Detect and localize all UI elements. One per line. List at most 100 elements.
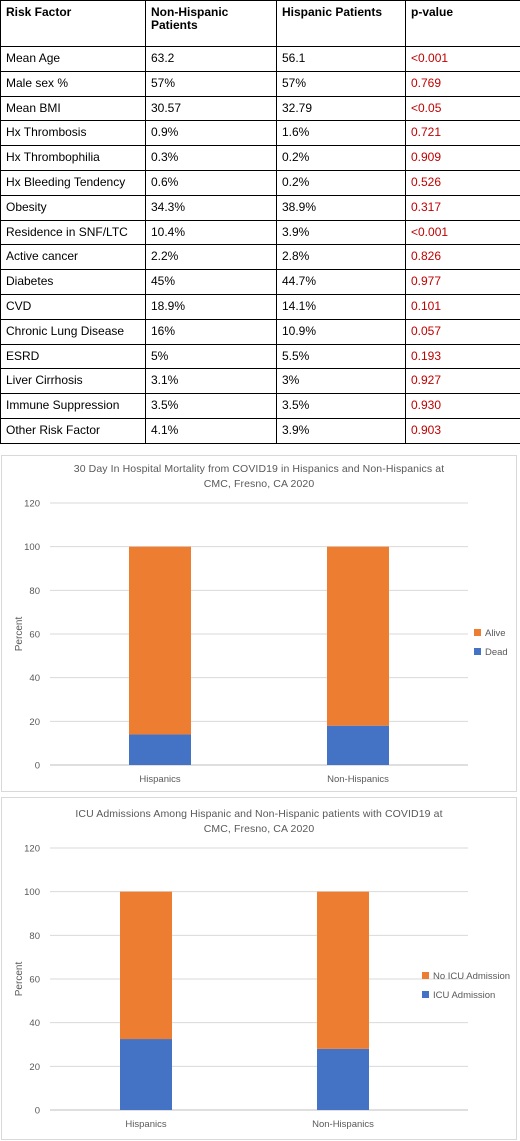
cell-p-value: 0.193 (405, 343, 520, 370)
icu-chart-panel: ICU Admissions Among Hispanic and Non-Hi… (1, 797, 517, 1140)
cell-non-hispanic: 3.5% (145, 393, 277, 419)
cell-non-hispanic: 57% (145, 70, 277, 97)
cell-hispanic: 3.9% (276, 219, 406, 246)
cell-p-value: 0.317 (405, 194, 520, 221)
cell-non-hispanic: 10.4% (145, 219, 277, 246)
y-tick-label: 20 (29, 1062, 40, 1073)
cell-hispanic: 14.1% (276, 293, 406, 320)
table-body: Mean Age 63.2 56.1 <0.001 Male sex % 57% 57% 0.… (0, 46, 520, 444)
cell-risk-factor: Mean Age (0, 46, 146, 72)
legend-label: ICU Admission (433, 990, 495, 1001)
cell-risk-factor: Hx Thrombosis (0, 120, 146, 147)
cell-p-value: 0.909 (405, 145, 520, 171)
table-row: Hx Thrombosis 0.9% 1.6% 0.721 (0, 120, 520, 147)
header-p-value: p-value (405, 0, 520, 47)
table-row: Liver Cirrhosis 3.1% 3% 0.927 (0, 368, 520, 395)
cell-risk-factor: Residence in SNF/LTC (0, 219, 146, 246)
mortality-chart: 30 Day In Hospital Mortality from COVID1… (14, 463, 508, 785)
cell-non-hispanic: 0.3% (145, 145, 277, 171)
cell-risk-factor: Diabetes (0, 269, 146, 295)
header-hispanic: Hispanic Patients (276, 0, 406, 47)
cell-risk-factor: Hx Thrombophilia (0, 145, 146, 171)
cell-risk-factor: Immune Suppression (0, 393, 146, 419)
cell-risk-factor: ESRD (0, 343, 146, 370)
cell-non-hispanic: 0.6% (145, 169, 277, 196)
chart-title-line: CMC, Fresno, CA 2020 (204, 478, 315, 490)
legend-label: No ICU Admission (433, 971, 510, 982)
cell-p-value: 0.769 (405, 70, 520, 97)
y-tick-label: 40 (29, 673, 40, 684)
cell-hispanic: 0.2% (276, 169, 406, 196)
cell-non-hispanic: 16% (145, 318, 277, 345)
cell-risk-factor: Mean BMI (0, 95, 146, 122)
cell-p-value: 0.526 (405, 169, 520, 196)
cell-p-value: 0.977 (405, 269, 520, 295)
cell-p-value: 0.721 (405, 120, 520, 147)
cell-non-hispanic: 4.1% (145, 417, 277, 444)
cell-non-hispanic: 3.1% (145, 368, 277, 395)
table-row: Male sex % 57% 57% 0.769 (0, 70, 520, 97)
cell-non-hispanic: 5% (145, 343, 277, 370)
cell-p-value: 0.101 (405, 293, 520, 320)
cell-hispanic: 56.1 (276, 46, 406, 72)
cell-risk-factor: Hx Bleeding Tendency (0, 169, 146, 196)
table-row: Hx Thrombophilia 0.3% 0.2% 0.909 (0, 145, 520, 171)
bar-icu-admission (317, 1048, 369, 1110)
y-tick-label: 40 (29, 1018, 40, 1029)
x-category-label: Hispanics (125, 1119, 166, 1130)
bar-no-icu-admission (317, 891, 369, 1049)
cell-hispanic: 0.2% (276, 145, 406, 171)
risk-factor-table: Risk Factor Non-Hispanic Patients Hispan… (0, 0, 520, 444)
cell-non-hispanic: 45% (145, 269, 277, 295)
cell-non-hispanic: 63.2 (145, 46, 277, 72)
cell-p-value: 0.903 (405, 417, 520, 444)
icu-chart: ICU Admissions Among Hispanic and Non-Hi… (14, 808, 510, 1130)
header-risk-factor: Risk Factor (0, 0, 146, 47)
legend-swatch (422, 991, 429, 998)
bar-no-icu-admission (120, 891, 172, 1040)
cell-non-hispanic: 34.3% (145, 194, 277, 221)
table-row: Active cancer 2.2% 2.8% 0.826 (0, 244, 520, 271)
legend-swatch (474, 629, 481, 636)
legend-swatch (474, 648, 481, 655)
cell-p-value: 0.826 (405, 244, 520, 271)
cell-hispanic: 5.5% (276, 343, 406, 370)
cell-hispanic: 1.6% (276, 120, 406, 147)
bar-dead (129, 734, 191, 765)
y-tick-label: 0 (35, 1106, 40, 1117)
y-axis-title: Percent (14, 617, 25, 652)
table-header-row: Risk Factor Non-Hispanic Patients Hispan… (0, 0, 520, 47)
y-tick-label: 120 (24, 499, 40, 510)
y-tick-label: 60 (29, 975, 40, 986)
x-category-label: Non-Hispanics (327, 774, 389, 785)
cell-risk-factor: Chronic Lung Disease (0, 318, 146, 345)
y-tick-label: 80 (29, 586, 40, 597)
cell-hispanic: 3.9% (276, 417, 406, 444)
chart-title-line: 30 Day In Hospital Mortality from COVID1… (74, 463, 444, 475)
chart-title-line: ICU Admissions Among Hispanic and Non-Hi… (75, 808, 442, 820)
legend-label: Alive (485, 628, 506, 639)
cell-p-value: <0.05 (405, 95, 520, 122)
cell-hispanic: 10.9% (276, 318, 406, 345)
cell-hispanic: 44.7% (276, 269, 406, 295)
cell-risk-factor: CVD (0, 293, 146, 320)
cell-non-hispanic: 18.9% (145, 293, 277, 320)
y-tick-label: 100 (24, 887, 40, 898)
table-row: Hx Bleeding Tendency 0.6% 0.2% 0.526 (0, 169, 520, 196)
cell-hispanic: 57% (276, 70, 406, 97)
y-axis-title: Percent (14, 962, 25, 997)
x-category-label: Hispanics (139, 774, 180, 785)
table-row: Other Risk Factor 4.1% 3.9% 0.903 (0, 417, 520, 444)
table-row: Diabetes 45% 44.7% 0.977 (0, 269, 520, 295)
cell-non-hispanic: 30.57 (145, 95, 277, 122)
cell-hispanic: 3% (276, 368, 406, 395)
bar-icu-admission (120, 1039, 172, 1110)
legend-swatch (422, 972, 429, 979)
x-category-label: Non-Hispanics (312, 1119, 374, 1130)
table-row: CVD 18.9% 14.1% 0.101 (0, 293, 520, 320)
cell-risk-factor: Obesity (0, 194, 146, 221)
legend-label: Dead (485, 647, 508, 658)
y-tick-label: 80 (29, 931, 40, 942)
y-tick-label: 100 (24, 542, 40, 553)
